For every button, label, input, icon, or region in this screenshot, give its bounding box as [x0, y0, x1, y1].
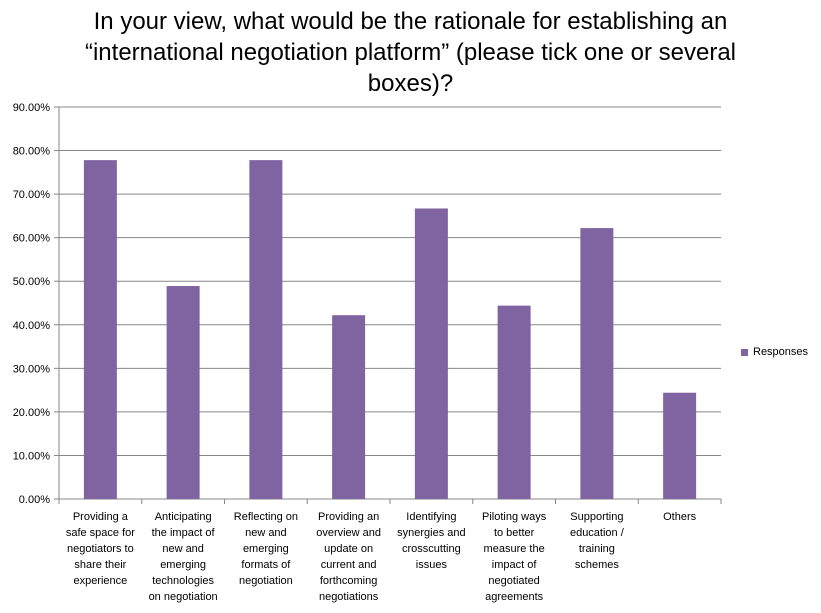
x-category-label-line: measure the	[483, 543, 545, 555]
bars	[83, 160, 697, 500]
bar	[83, 160, 117, 500]
y-tick-label: 30.00%	[13, 363, 51, 375]
legend-swatch	[741, 348, 748, 356]
x-category-label: Piloting ways to better measure the impact …	[473, 509, 555, 605]
x-category-label-line: schemes	[574, 559, 619, 571]
x-category-label-line: Piloting ways	[482, 511, 547, 523]
bar	[663, 392, 697, 499]
x-category-label: Others	[639, 509, 721, 525]
x-category-label-line: Others	[663, 511, 697, 523]
x-category-label-line: forthcoming	[319, 575, 378, 587]
axes	[54, 106, 722, 504]
bar	[332, 315, 366, 499]
y-tick-label: 20.00%	[13, 407, 51, 419]
bar	[580, 228, 614, 499]
x-category-label: Providing a safe space for negotiators to s…	[59, 509, 141, 589]
gridlines	[59, 106, 721, 456]
x-category-label-line: new and	[245, 527, 287, 539]
x-category-label-line: negotiated	[488, 575, 540, 587]
y-tick-label: 70.00%	[13, 189, 51, 201]
x-category-label-line: safe space for	[65, 527, 135, 539]
x-category-label-line: negotiation	[238, 575, 293, 587]
x-category-label-line: Anticipating	[154, 511, 212, 523]
x-category-label-line: update on	[324, 543, 374, 555]
x-category-label: Providing an overview and update on current…	[308, 509, 390, 605]
x-category-label: Anticipating the impact of new and emerging…	[142, 509, 224, 605]
x-category-label-line: formats of	[241, 559, 291, 571]
x-category-label-line: share their	[74, 559, 127, 571]
x-category-label-line: overview and	[316, 527, 382, 539]
y-axis-tick-labels: 0.00% 10.00% 20.00% 30.00% 40.00% 50.00% 60.00…	[13, 102, 51, 506]
y-tick-label: 0.00%	[19, 494, 50, 506]
y-tick-label: 60.00%	[13, 233, 51, 245]
x-category-label-line: Supporting	[570, 511, 624, 523]
x-category-label-line: technologies	[152, 575, 215, 587]
bar	[497, 305, 531, 499]
legend-label: Responses	[753, 346, 809, 358]
chart-title-line-3: boxes)?	[367, 70, 454, 97]
x-category-label-line: new and	[162, 543, 204, 555]
legend: Responses	[741, 346, 808, 358]
x-category-label-line: agreements	[485, 591, 544, 603]
x-category-label-line: current and	[320, 559, 377, 571]
bar	[166, 286, 200, 499]
y-tick-label: 10.00%	[13, 450, 51, 462]
x-category-label-line: crosscutting	[402, 543, 461, 555]
chart-title-line-1: In your view, what would be the rational…	[93, 8, 728, 35]
x-category-label-line: issues	[415, 559, 447, 571]
y-tick-label: 80.00%	[13, 146, 51, 158]
x-category-label-line: emerging	[160, 559, 207, 571]
x-category-label-line: Providing a	[72, 511, 128, 523]
chart-title: In your view, what would be the rational…	[0, 6, 821, 99]
y-tick-label: 40.00%	[13, 320, 51, 332]
x-category-label-line: to better	[493, 527, 535, 539]
x-category-label: Supporting education / training schemes	[556, 509, 638, 573]
x-category-label-line: education /	[569, 527, 624, 539]
x-category-label: Identifying synergies and crosscutting issu…	[390, 509, 472, 573]
y-tick-label: 50.00%	[13, 276, 51, 288]
x-category-label-line: Providing an	[318, 511, 380, 523]
chart-title-line-2: “international negotiation platform” (pl…	[84, 39, 736, 66]
x-category-label-line: negotiators to	[67, 543, 134, 555]
x-category-label-line: impact of	[491, 559, 537, 571]
x-category-label-line: synergies and	[397, 527, 466, 539]
x-category-label-line: experience	[73, 575, 128, 587]
x-category-label-line: Reflecting on	[233, 511, 298, 523]
x-category-label-line: on negotiation	[148, 591, 218, 603]
x-category-label-line: training	[578, 543, 615, 555]
bar	[249, 160, 283, 500]
y-tick-label: 90.00%	[13, 102, 51, 114]
bar	[414, 208, 448, 500]
x-category-label-line: negotiations	[318, 591, 379, 603]
x-category-label-line: emerging	[242, 543, 289, 555]
x-category-label-line: Identifying	[406, 511, 457, 523]
x-category-label-line: the impact of	[151, 527, 215, 539]
x-category-label: Reflecting on new and emerging formats of ne…	[225, 509, 307, 589]
